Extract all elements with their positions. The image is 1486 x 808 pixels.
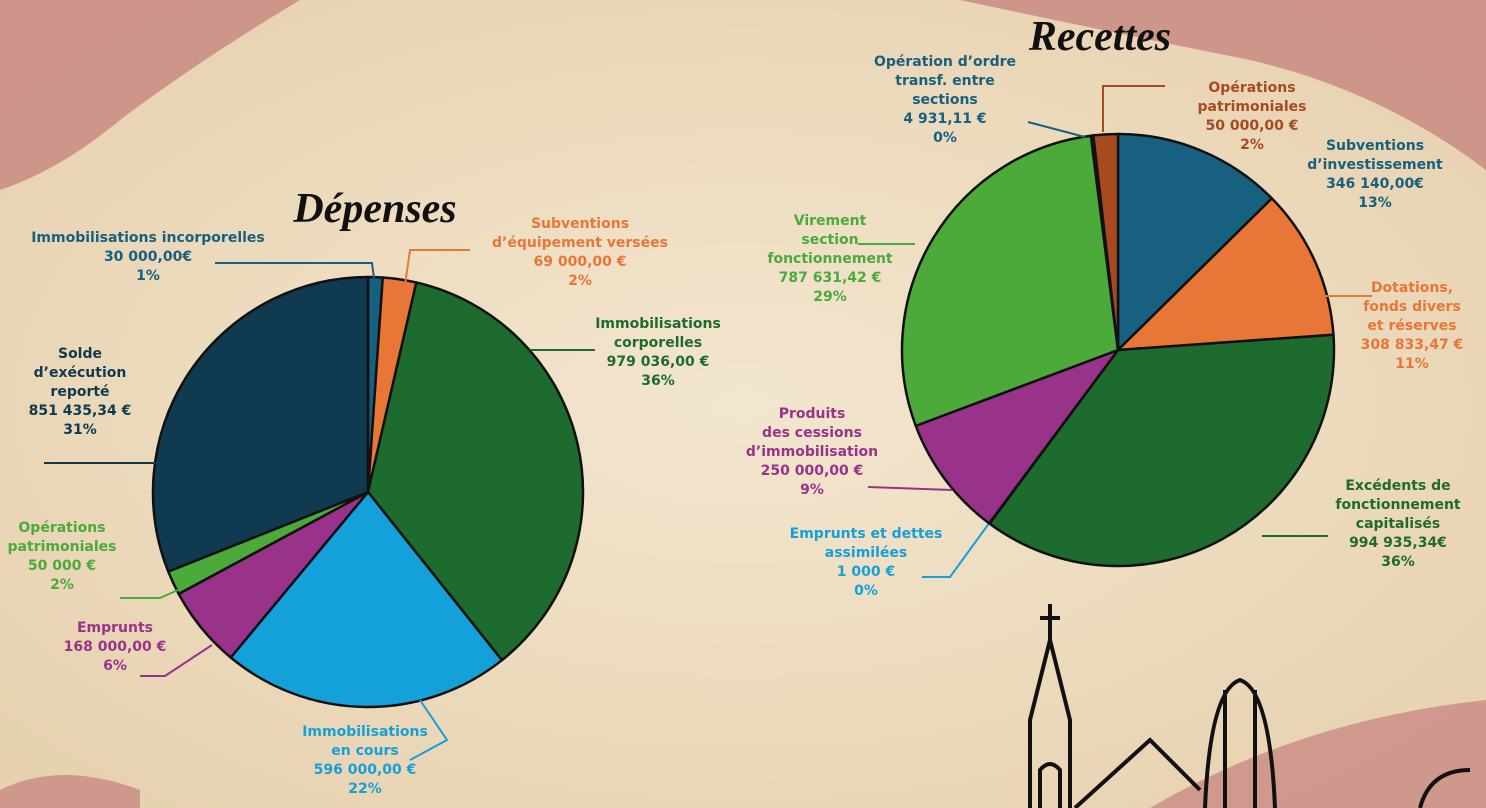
slice-label: Virement bbox=[794, 213, 867, 229]
slice-amount: 50 000 € bbox=[28, 558, 96, 574]
slice-label: et réserves bbox=[1367, 318, 1456, 334]
slice-label: Dotations, bbox=[1371, 280, 1453, 296]
infographic: Dépenses Immobilisations incorporelles 30 … bbox=[0, 0, 1486, 808]
slice-amount: 4 931,11 € bbox=[903, 111, 986, 127]
slice-label: Emprunts bbox=[77, 620, 153, 636]
slice-label: Opérations bbox=[1208, 80, 1295, 96]
slice-amount: 346 140,00€ bbox=[1326, 176, 1424, 192]
slice-amount: 250 000,00 € bbox=[761, 463, 864, 479]
slice-amount: 69 000,00 € bbox=[534, 254, 627, 270]
chart-title: Dépenses bbox=[292, 186, 456, 232]
slice-label: Opération d’ordre bbox=[874, 54, 1016, 70]
slice-label: Subventions bbox=[1326, 138, 1424, 154]
slice-label: assimilées bbox=[825, 545, 907, 561]
slice-label: sections bbox=[912, 92, 978, 108]
slice-percent: 11% bbox=[1395, 356, 1429, 372]
slice-percent: 36% bbox=[641, 373, 675, 389]
slice-label: Emprunts et dettes bbox=[790, 526, 943, 542]
slice-percent: 2% bbox=[50, 577, 74, 593]
slice-percent: 2% bbox=[1240, 137, 1264, 153]
slice-percent: 36% bbox=[1381, 554, 1415, 570]
slice-percent: 22% bbox=[348, 781, 382, 797]
slice-amount: 1 000 € bbox=[837, 564, 895, 580]
slice-amount: 851 435,34 € bbox=[29, 403, 132, 419]
slice-amount: 50 000,00 € bbox=[1206, 118, 1299, 134]
slice-label: transf. entre bbox=[895, 73, 994, 89]
slice-percent: 0% bbox=[854, 583, 878, 599]
slice-amount: 994 935,34€ bbox=[1349, 535, 1447, 551]
slice-label: patrimoniales bbox=[1198, 99, 1307, 115]
slice-label: fonctionnement bbox=[1335, 497, 1461, 513]
slice-amount: 979 036,00 € bbox=[607, 354, 710, 370]
slice-percent: 13% bbox=[1358, 195, 1392, 211]
slice-percent: 2% bbox=[568, 273, 592, 289]
slice-amount: 787 631,42 € bbox=[779, 270, 882, 286]
slice-label: corporelles bbox=[614, 335, 702, 351]
slice-label: d’exécution bbox=[34, 365, 127, 381]
slice-percent: 6% bbox=[103, 658, 127, 674]
slice-label: Excédents de bbox=[1345, 478, 1450, 494]
slice-label: Immobilisations bbox=[302, 724, 428, 740]
slice-label: Opérations bbox=[18, 520, 105, 536]
slice-label: Solde bbox=[58, 346, 102, 362]
slice-percent: 29% bbox=[813, 289, 847, 305]
slice-amount: 168 000,00 € bbox=[64, 639, 167, 655]
chart-title: Recettes bbox=[1028, 14, 1171, 60]
slice-percent: 9% bbox=[800, 482, 824, 498]
slice-percent: 0% bbox=[933, 130, 957, 146]
slice-label: reporté bbox=[50, 384, 109, 400]
slice-label: Subventions bbox=[531, 216, 629, 232]
slice-label: des cessions bbox=[762, 425, 862, 441]
slice-percent: 31% bbox=[63, 422, 97, 438]
slice-amount: 30 000,00€ bbox=[104, 249, 192, 265]
slice-amount: 596 000,00 € bbox=[314, 762, 417, 778]
slice-label: d’investissement bbox=[1307, 157, 1443, 173]
slice-label: Immobilisations bbox=[595, 316, 721, 332]
slice-amount: 308 833,47 € bbox=[1361, 337, 1464, 353]
slice-label: en cours bbox=[331, 743, 398, 759]
slice-label: d’immobilisation bbox=[746, 444, 878, 460]
slice-label: fonds divers bbox=[1363, 299, 1461, 315]
slice-label: Immobilisations incorporelles bbox=[31, 230, 265, 246]
slice-label: patrimoniales bbox=[8, 539, 117, 555]
slice-label: d’équipement versées bbox=[492, 235, 668, 251]
slice-percent: 1% bbox=[136, 268, 160, 284]
slice-label: section bbox=[801, 232, 858, 248]
slice-label: capitalisés bbox=[1356, 516, 1440, 532]
slice-label: fonctionnement bbox=[767, 251, 893, 267]
slice-label: Produits bbox=[779, 406, 846, 422]
